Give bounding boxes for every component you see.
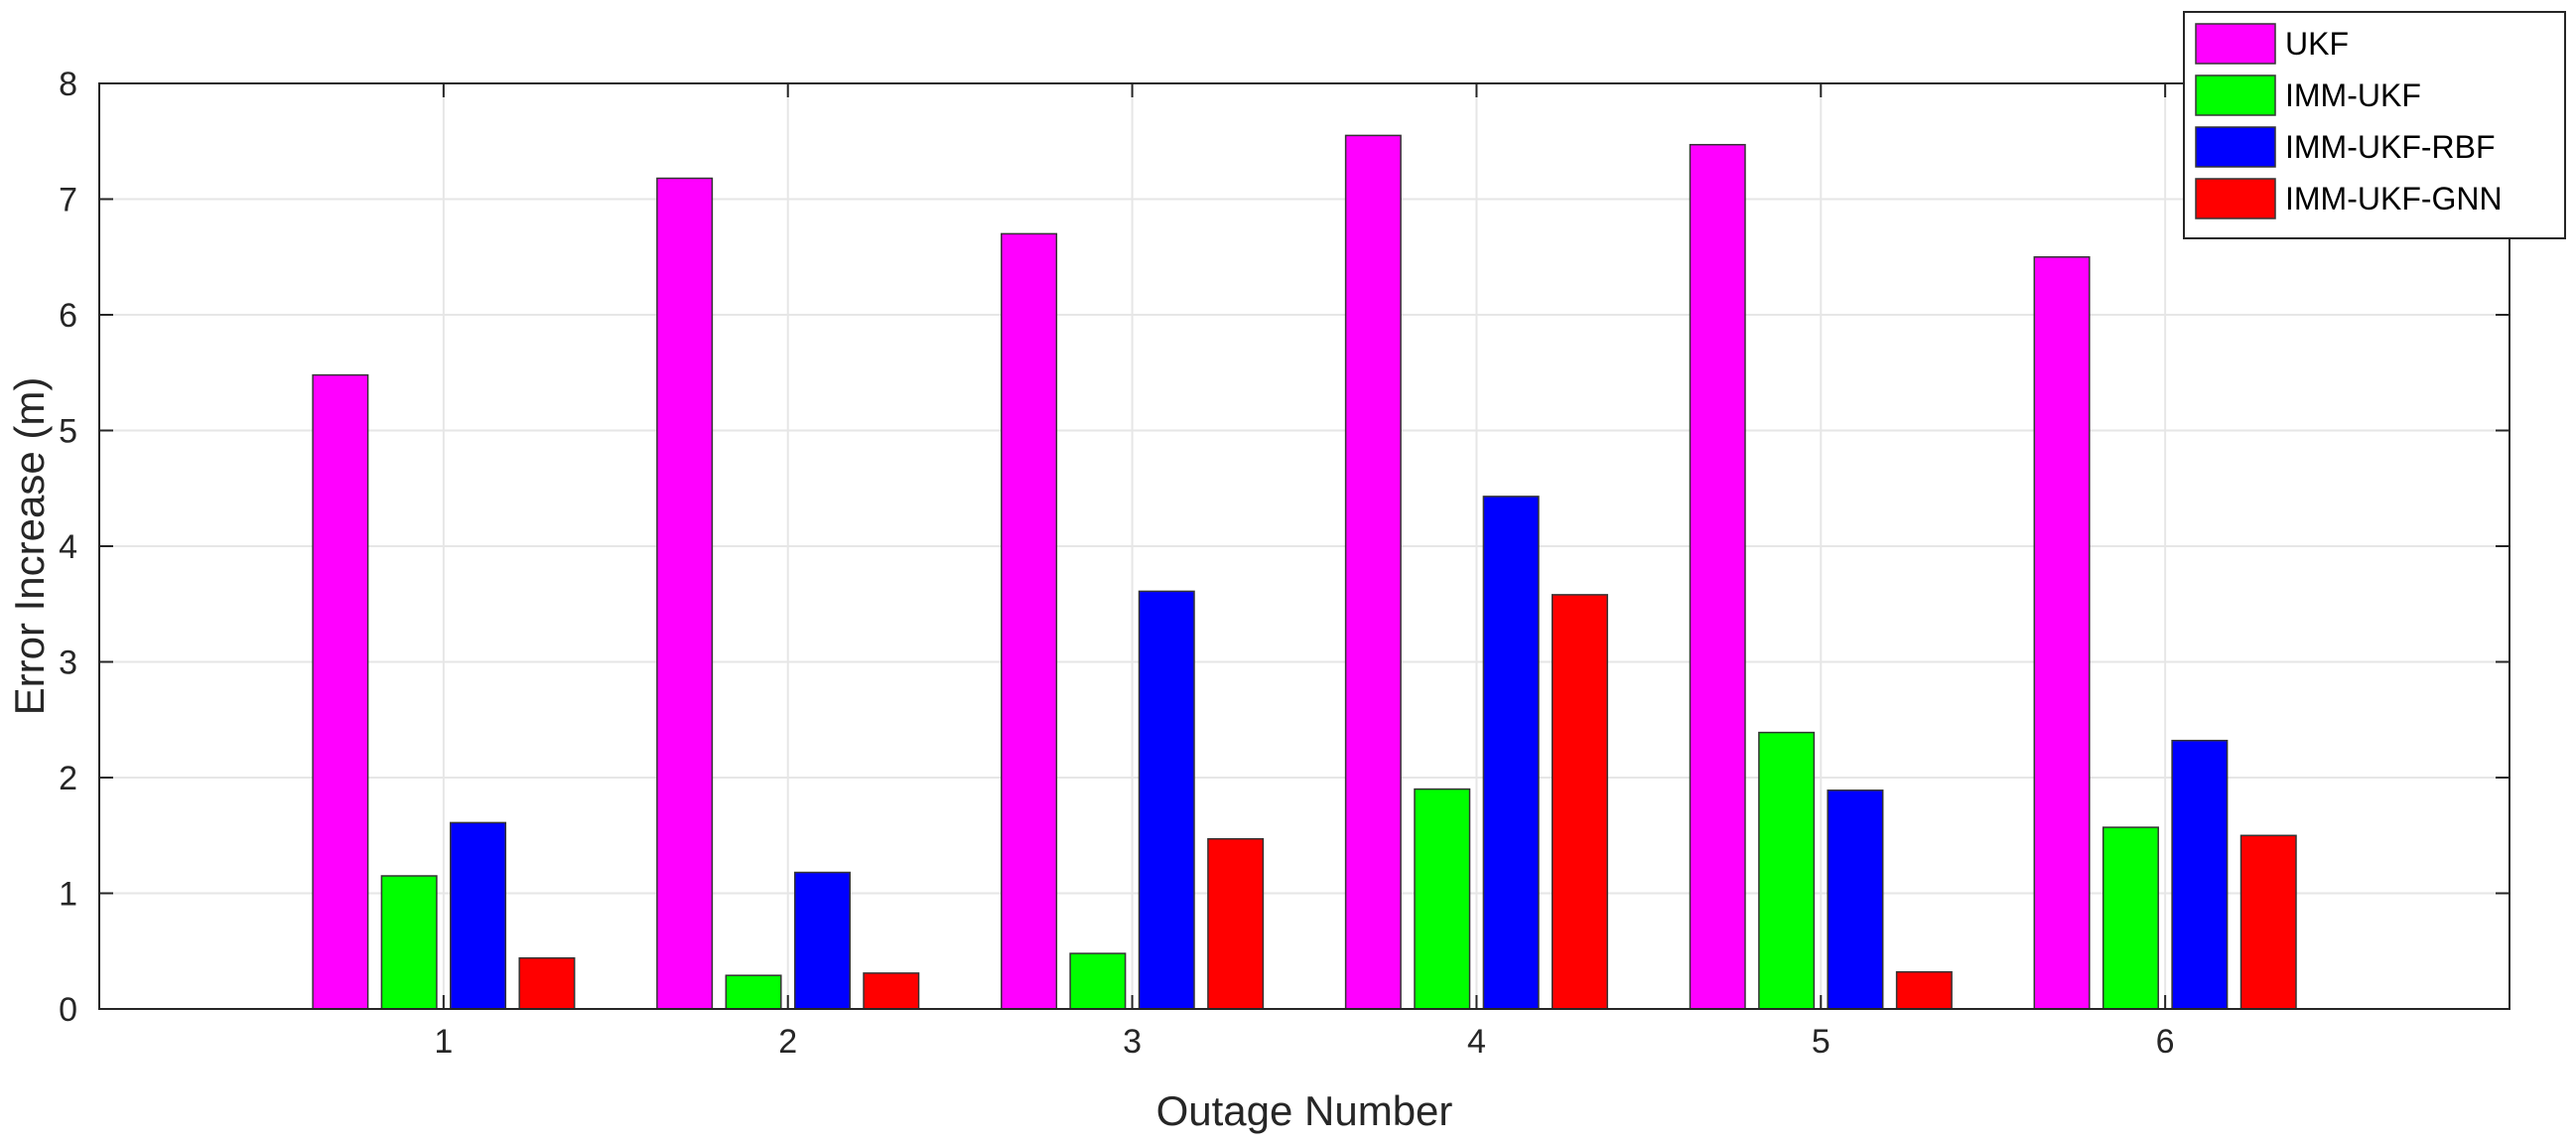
x-tick-label: 1 xyxy=(434,1023,453,1061)
grid-lines xyxy=(99,83,2509,1009)
bar-imm-ukf-outage-4 xyxy=(1414,788,1471,1010)
x-axis-ticks: 1 2 3 4 5 6 xyxy=(434,83,2175,1061)
bar-imm-ukf-gnn-outage-6 xyxy=(2239,834,2297,1010)
bar-imm-ukf-rbf-outage-4 xyxy=(1482,496,1540,1010)
bar-imm-ukf-outage-3 xyxy=(1069,952,1127,1010)
legend-label: IMM-UKF-RBF xyxy=(2285,129,2496,165)
y-tick-label: 7 xyxy=(59,182,77,219)
y-tick-label: 0 xyxy=(59,991,77,1029)
legend-label: UKF xyxy=(2285,26,2349,62)
legend: UKF IMM-UKF IMM-UKF-RBF IMM-UKF-GNN xyxy=(2183,11,2566,239)
bar-imm-ukf-gnn-outage-1 xyxy=(518,956,576,1010)
x-tick-label: 4 xyxy=(1467,1023,1486,1061)
y-tick-label: 2 xyxy=(59,760,77,797)
bar-imm-ukf-rbf-outage-2 xyxy=(793,871,851,1010)
y-tick-label: 1 xyxy=(59,876,77,914)
bar-imm-ukf-gnn-outage-3 xyxy=(1207,837,1265,1010)
bar-imm-ukf-rbf-outage-3 xyxy=(1138,590,1195,1010)
legend-label: IMM-UKF xyxy=(2285,77,2421,113)
bar-imm-ukf-outage-1 xyxy=(380,875,438,1010)
y-tick-label: 4 xyxy=(59,528,77,566)
legend-swatch xyxy=(2195,74,2276,116)
x-tick-label: 2 xyxy=(778,1023,797,1061)
y-axis-title: Error Increase (m) xyxy=(6,377,53,716)
legend-items: UKF IMM-UKF IMM-UKF-RBF IMM-UKF-GNN xyxy=(2195,23,2503,219)
bar-imm-ukf-gnn-outage-4 xyxy=(1551,594,1608,1010)
bar-imm-ukf-rbf-outage-5 xyxy=(1827,789,1884,1010)
bar-imm-ukf-gnn-outage-5 xyxy=(1895,970,1953,1010)
x-tick-label: 3 xyxy=(1123,1023,1142,1061)
y-tick-label: 5 xyxy=(59,413,77,451)
bar-imm-ukf-outage-6 xyxy=(2101,826,2159,1010)
legend-swatch xyxy=(2195,178,2276,219)
bar-ukf-outage-5 xyxy=(1689,143,1746,1010)
bar-ukf-outage-1 xyxy=(312,373,369,1010)
x-axis-title: Outage Number xyxy=(1156,1087,1453,1134)
legend-swatch xyxy=(2195,126,2276,168)
y-tick-label: 3 xyxy=(59,645,77,682)
legend-label: IMM-UKF-GNN xyxy=(2285,181,2503,216)
y-tick-label: 8 xyxy=(59,66,77,103)
bar-ukf-outage-4 xyxy=(1344,134,1402,1010)
bar-ukf-outage-6 xyxy=(2033,256,2091,1010)
bar-ukf-outage-3 xyxy=(1001,232,1058,1010)
bar-ukf-outage-2 xyxy=(656,177,714,1010)
y-tick-label: 6 xyxy=(59,297,77,335)
bar-imm-ukf-outage-5 xyxy=(1758,731,1816,1010)
bar-imm-ukf-rbf-outage-1 xyxy=(450,821,507,1010)
bar-imm-ukf-gnn-outage-2 xyxy=(863,972,920,1010)
x-tick-label: 5 xyxy=(1812,1023,1830,1061)
bar-imm-ukf-outage-2 xyxy=(725,974,782,1010)
x-tick-label: 6 xyxy=(2156,1023,2175,1061)
bar-imm-ukf-rbf-outage-6 xyxy=(2171,739,2229,1010)
bars xyxy=(312,134,2297,1010)
legend-swatch xyxy=(2195,23,2276,65)
